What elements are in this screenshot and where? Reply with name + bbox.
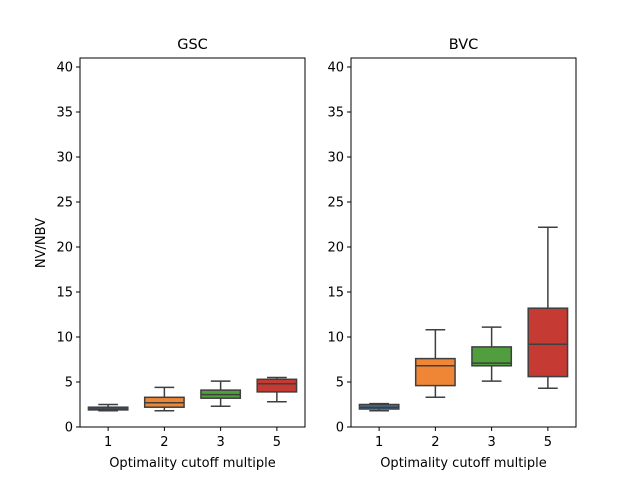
box xyxy=(414,357,456,387)
x-tick-label: 1 xyxy=(375,435,383,450)
box-category-3 xyxy=(471,326,513,382)
y-tick-label: 0 xyxy=(65,421,73,436)
y-tick-label: 35 xyxy=(327,106,344,121)
panel-gsc: GSC NV/NBV Optimality cutoff multiple 0 5… xyxy=(34,37,306,471)
box-category-5 xyxy=(256,376,298,403)
box-category-5 xyxy=(527,226,569,390)
x-tick-label: 3 xyxy=(487,435,495,450)
x-tick-label: 5 xyxy=(273,435,281,450)
y-tick-label: 25 xyxy=(56,196,73,211)
y-tick-label: 30 xyxy=(56,151,73,166)
box xyxy=(256,378,298,393)
plot-frame xyxy=(350,57,577,428)
x-tick-label: 2 xyxy=(160,435,168,450)
plot-frame xyxy=(79,57,306,428)
y-tick-label: 40 xyxy=(56,61,73,76)
y-tick-label: 25 xyxy=(327,196,344,211)
y-tick-label: 20 xyxy=(327,241,344,256)
x-axis-title: Optimality cutoff multiple xyxy=(109,456,276,471)
y-tick-label: 5 xyxy=(336,376,344,391)
y-tick-label: 20 xyxy=(56,241,73,256)
x-tick-label: 5 xyxy=(544,435,552,450)
box-category-2 xyxy=(143,386,185,412)
panel-title: GSC xyxy=(177,37,208,53)
y-tick-label: 15 xyxy=(327,286,344,301)
y-tick-label: 30 xyxy=(327,151,344,166)
y-tick-label: 10 xyxy=(327,331,344,346)
box xyxy=(527,307,569,378)
box-category-1 xyxy=(87,403,129,412)
y-tick-label: 35 xyxy=(56,106,73,121)
panel-title: BVC xyxy=(449,37,479,53)
y-tick-label: 10 xyxy=(56,331,73,346)
x-tick-label: 1 xyxy=(104,435,112,450)
x-axis-title: Optimality cutoff multiple xyxy=(380,456,547,471)
y-tick-label: 5 xyxy=(65,376,73,391)
panel-bvc: BVC Optimality cutoff multiple 051015202… xyxy=(327,37,577,471)
box-category-1 xyxy=(358,402,400,412)
y-tick-label: 15 xyxy=(56,286,73,301)
y-tick-label: 0 xyxy=(336,421,344,436)
x-tick-label: 2 xyxy=(431,435,439,450)
box-category-3 xyxy=(200,380,242,408)
box xyxy=(471,346,513,367)
box-category-2 xyxy=(414,329,456,399)
x-tick-label: 3 xyxy=(216,435,224,450)
y-axis-title: NV/NBV xyxy=(34,218,49,268)
y-tick-label: 40 xyxy=(327,61,344,76)
